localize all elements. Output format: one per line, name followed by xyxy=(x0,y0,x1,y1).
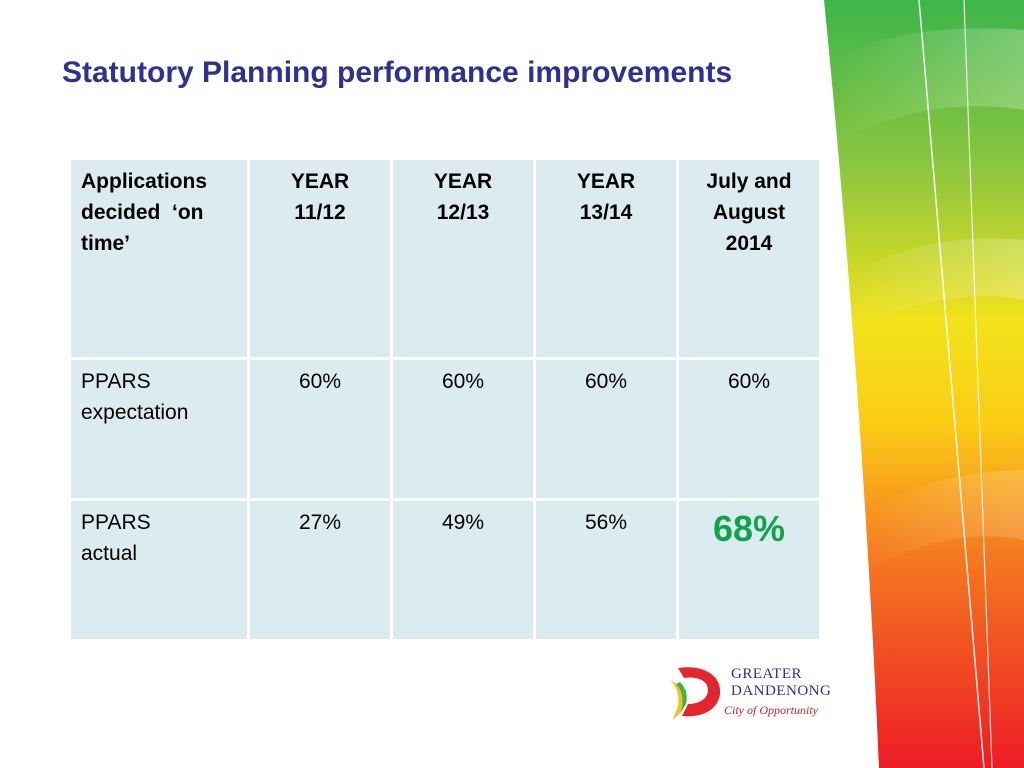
table-header-row: Applications decided ‘on time’ YEAR 11/1… xyxy=(71,160,819,357)
highlight-value: 68% xyxy=(712,508,786,549)
row-label-ppars-actual: PPARS actual xyxy=(71,501,247,639)
header-cell-year-12-13: YEAR 12/13 xyxy=(393,160,533,357)
header-year-12-13-label: YEAR 12/13 xyxy=(433,170,493,224)
logo-text-dandenong: DANDENONG xyxy=(731,683,832,699)
table-cell: 49% xyxy=(393,501,533,639)
row-label-ppars-actual-text: PPARS actual xyxy=(81,511,151,565)
row-label-ppars-expectation: PPARS expectation xyxy=(71,360,247,498)
greater-dandenong-logo-icon xyxy=(670,667,721,720)
header-cell-july-august-2014: July and August 2014 xyxy=(679,160,819,357)
logo-tagline: City of Opportunity xyxy=(724,703,818,717)
header-cell-year-11-12: YEAR 11/12 xyxy=(250,160,390,357)
table-cell: 60% xyxy=(393,360,533,498)
header-cell-year-13-14: YEAR 13/14 xyxy=(536,160,676,357)
table-cell-highlight: 68% xyxy=(679,501,819,639)
table-cell: 27% xyxy=(250,501,390,639)
performance-table: Applications decided ‘on time’ YEAR 11/1… xyxy=(68,157,822,642)
header-cell-applications: Applications decided ‘on time’ xyxy=(71,160,247,357)
table-cell: 56% xyxy=(536,501,676,639)
table-cell: 60% xyxy=(250,360,390,498)
decorative-gradient-band xyxy=(824,0,1024,768)
page-title: Statutory Planning performance improveme… xyxy=(62,56,733,89)
header-year-11-12-label: YEAR 11/12 xyxy=(290,170,350,224)
logo-text-greater: GREATER xyxy=(731,666,802,682)
table-cell: 60% xyxy=(679,360,819,498)
table-cell: 60% xyxy=(536,360,676,498)
table-row: PPARS expectation 60% 60% 60% 60% xyxy=(71,360,819,498)
table-row: PPARS actual 27% 49% 56% 68% xyxy=(71,501,819,639)
header-year-13-14-label: YEAR 13/14 xyxy=(576,170,636,224)
